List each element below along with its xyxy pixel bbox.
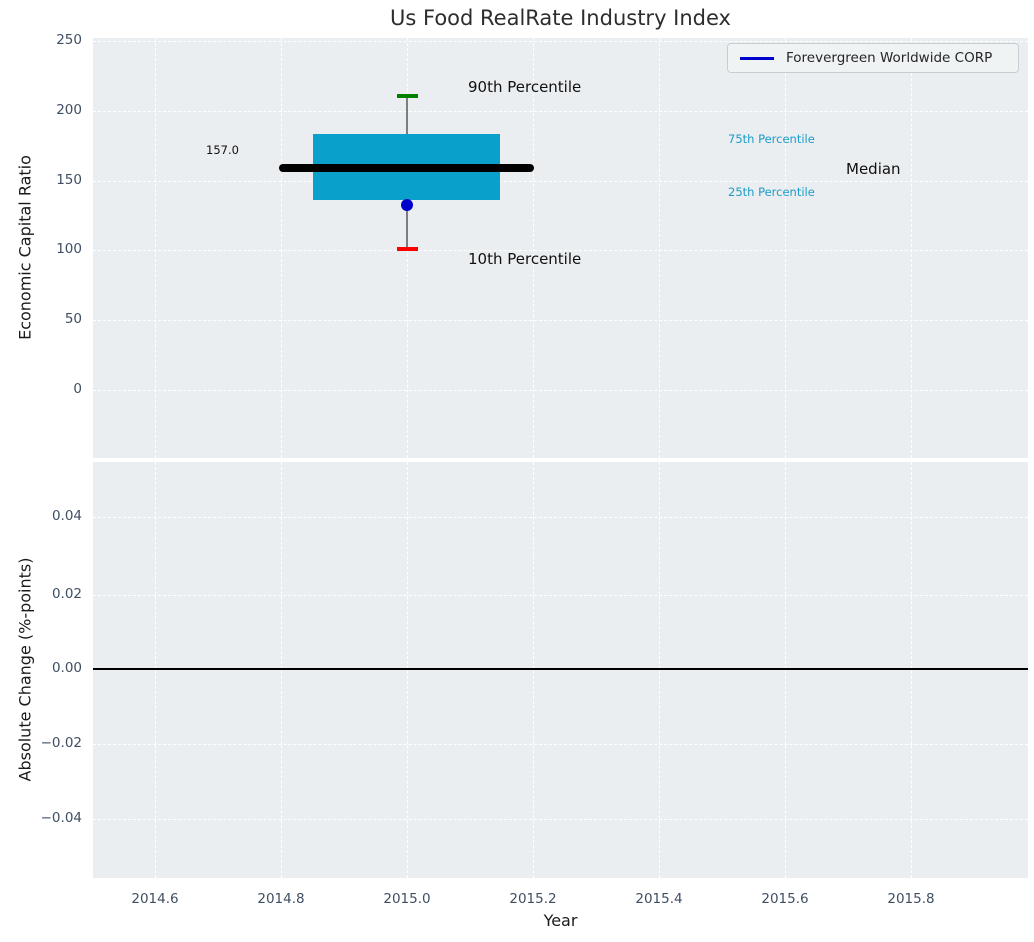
xtick: 2015.0 bbox=[383, 891, 431, 907]
gridline-v bbox=[281, 38, 282, 458]
gridline-v bbox=[533, 38, 534, 458]
legend-label: Forevergreen Worldwide CORP bbox=[786, 50, 993, 66]
p10-cap bbox=[397, 247, 418, 251]
chart-title: Us Food RealRate Industry Index bbox=[390, 6, 731, 30]
y-axis-label-top: Economic Capital Ratio bbox=[15, 155, 35, 340]
top-plot-area: 90th Percentile 10th Percentile 157.0 75… bbox=[93, 38, 1028, 458]
bottom-plot-area bbox=[93, 462, 1028, 878]
ytick-bottom: −0.04 bbox=[40, 810, 82, 826]
gridline-h bbox=[93, 517, 1028, 518]
p90-cap bbox=[397, 94, 418, 98]
p75-label: 75th Percentile bbox=[728, 132, 815, 146]
gridline-v bbox=[281, 462, 282, 878]
xtick: 2015.8 bbox=[887, 891, 935, 907]
ytick-top: 100 bbox=[56, 241, 82, 257]
xtick: 2015.4 bbox=[635, 891, 683, 907]
gridline-v bbox=[659, 38, 660, 458]
gridline-v bbox=[155, 38, 156, 458]
legend: Forevergreen Worldwide CORP bbox=[727, 43, 1019, 73]
zero-change-line bbox=[93, 668, 1028, 670]
y-axis-label-bottom: Absolute Change (%-points) bbox=[15, 557, 35, 782]
xtick: 2015.2 bbox=[509, 891, 557, 907]
xtick: 2015.6 bbox=[761, 891, 809, 907]
gridline-v bbox=[785, 462, 786, 878]
median-label: Median bbox=[846, 160, 901, 178]
gridline-v bbox=[785, 38, 786, 458]
median-line bbox=[279, 164, 534, 172]
ytick-bottom: 0.02 bbox=[51, 586, 82, 602]
gridline-h bbox=[93, 819, 1028, 820]
gridline-v bbox=[533, 462, 534, 878]
xtick: 2014.8 bbox=[257, 891, 305, 907]
gridline-h bbox=[93, 250, 1028, 251]
ytick-top: 250 bbox=[56, 32, 82, 48]
company-point bbox=[401, 199, 413, 211]
gridline-v bbox=[659, 462, 660, 878]
x-axis-label: Year bbox=[543, 911, 578, 930]
xtick: 2014.6 bbox=[131, 891, 179, 907]
gridline-v bbox=[911, 38, 912, 458]
gridline-v bbox=[407, 462, 408, 878]
ytick-bottom: 0.00 bbox=[51, 660, 82, 676]
gridline-h bbox=[93, 320, 1028, 321]
gridline-v bbox=[911, 462, 912, 878]
gridline-h bbox=[93, 744, 1028, 745]
legend-line-sample bbox=[740, 56, 774, 60]
gridline-h bbox=[93, 390, 1028, 391]
ytick-top: 200 bbox=[56, 102, 82, 118]
ytick-top: 150 bbox=[56, 172, 82, 188]
p10-label: 10th Percentile bbox=[468, 250, 582, 268]
ytick-top: 0 bbox=[73, 381, 82, 397]
p25-label: 25th Percentile bbox=[728, 185, 815, 199]
gridline-v bbox=[155, 462, 156, 878]
gridline-h bbox=[93, 111, 1028, 112]
ytick-bottom: −0.02 bbox=[40, 735, 82, 751]
gridline-h bbox=[93, 595, 1028, 596]
median-value-label: 157.0 bbox=[206, 143, 239, 157]
p90-label: 90th Percentile bbox=[468, 78, 582, 96]
ytick-bottom: 0.04 bbox=[51, 508, 82, 524]
gridline-h bbox=[93, 181, 1028, 182]
ytick-top: 50 bbox=[64, 311, 82, 327]
gridline-h bbox=[93, 41, 1028, 42]
